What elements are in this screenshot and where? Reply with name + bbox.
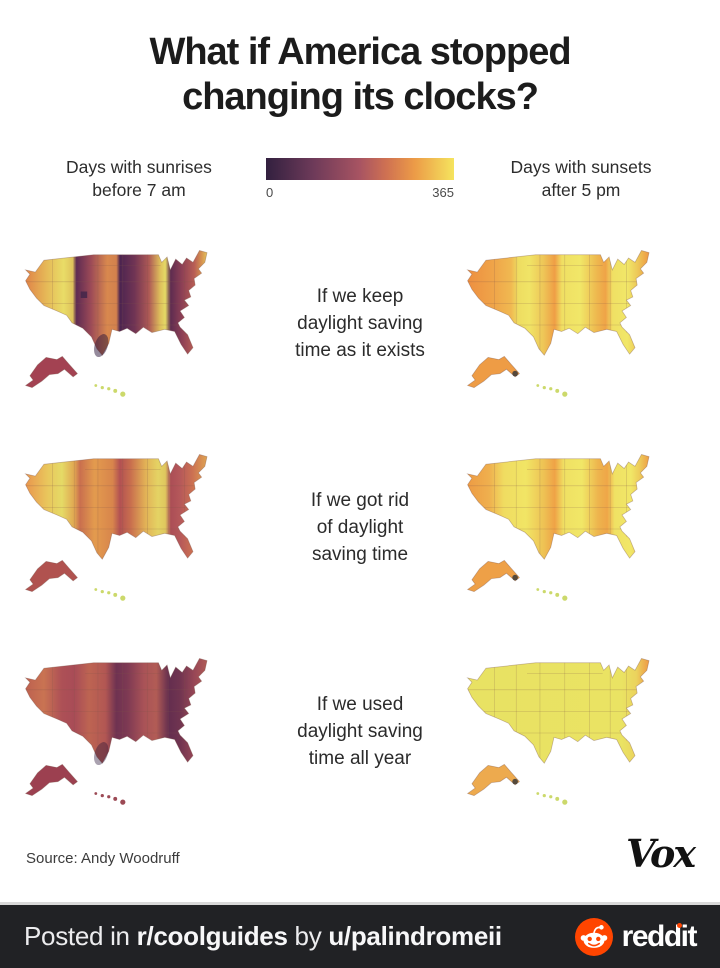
reddit-brand: reddit <box>574 917 698 956</box>
arizona-no-dst-patch <box>80 291 88 298</box>
reddit-i-dot <box>677 922 682 928</box>
reddit-wordmark: reddit <box>621 919 698 954</box>
attribution-row: Source: Andy Woodruff Vox <box>0 830 720 877</box>
map-sunrises-all-year-dst <box>25 657 208 805</box>
reddit-wordmark-text: reddit <box>621 919 698 953</box>
map-sunrises-keep-dst <box>25 249 208 397</box>
scenario-label-no-dst: If we got rid of daylight saving time <box>310 490 410 566</box>
posted-by: by <box>287 921 329 951</box>
map-sunsets-keep-dst <box>467 249 650 397</box>
subreddit-name: r/coolguides <box>136 921 288 951</box>
scale-min-label: 0 <box>266 185 274 201</box>
map-grid: If we keep daylight saving time as it ex… <box>20 229 700 829</box>
infographic: What if America stopped changing its clo… <box>20 31 700 829</box>
alaska-shape <box>25 355 78 389</box>
color-scale-gradient-bar <box>266 158 454 181</box>
hawaii-shape <box>94 383 126 397</box>
legend: Days with sunrises before 7 am 0 365 Day… <box>20 156 700 203</box>
scenario-label-keep-dst: If we keep daylight saving time as it ex… <box>295 286 425 362</box>
map-sunsets-all-year-dst <box>467 657 650 805</box>
hawaii-shape <box>536 383 568 397</box>
hawaii-shape <box>536 587 568 601</box>
alaska-shape <box>25 763 78 797</box>
hawaii-shape <box>94 587 126 601</box>
color-scale: 0 365 <box>266 158 454 200</box>
map-sunrises-no-dst <box>25 453 208 601</box>
alaska-shape <box>25 559 78 593</box>
reddit-logo-icon <box>574 917 613 956</box>
hawaii-shape <box>94 791 126 805</box>
scale-max-label: 365 <box>432 185 454 201</box>
color-scale-ticks: 0 365 <box>266 185 454 200</box>
scenario-row-keep-dst: If we keep daylight saving time as it ex… <box>20 229 700 421</box>
reddit-footer-bar: Posted in r/coolguides by u/palindromeii… <box>0 902 720 968</box>
alaska-shape <box>467 763 520 797</box>
vox-logo: Vox <box>626 830 696 876</box>
source-credit: Source: Andy Woodruff <box>26 849 180 867</box>
scenario-row-no-dst: If we got rid of daylight saving time <box>20 433 700 625</box>
hawaii-shape <box>536 791 568 805</box>
alaska-shape <box>467 559 520 593</box>
posted-in-text: Posted in r/coolguides by u/palindromeii <box>24 921 502 952</box>
legend-label-sunrises: Days with sunrises before 7 am <box>66 156 212 201</box>
scenario-row-all-year-dst: If we used daylight saving time all year <box>20 637 700 829</box>
posted-prefix: Posted in <box>24 921 137 951</box>
alaska-shape <box>467 355 520 389</box>
scenario-label-all-year-dst: If we used daylight saving time all year <box>297 694 423 770</box>
legend-label-sunsets: Days with sunsets after 5 pm <box>510 156 652 201</box>
username: u/palindromeii <box>328 921 502 951</box>
page-title: What if America stopped changing its clo… <box>149 31 571 118</box>
map-sunsets-no-dst <box>467 453 650 601</box>
